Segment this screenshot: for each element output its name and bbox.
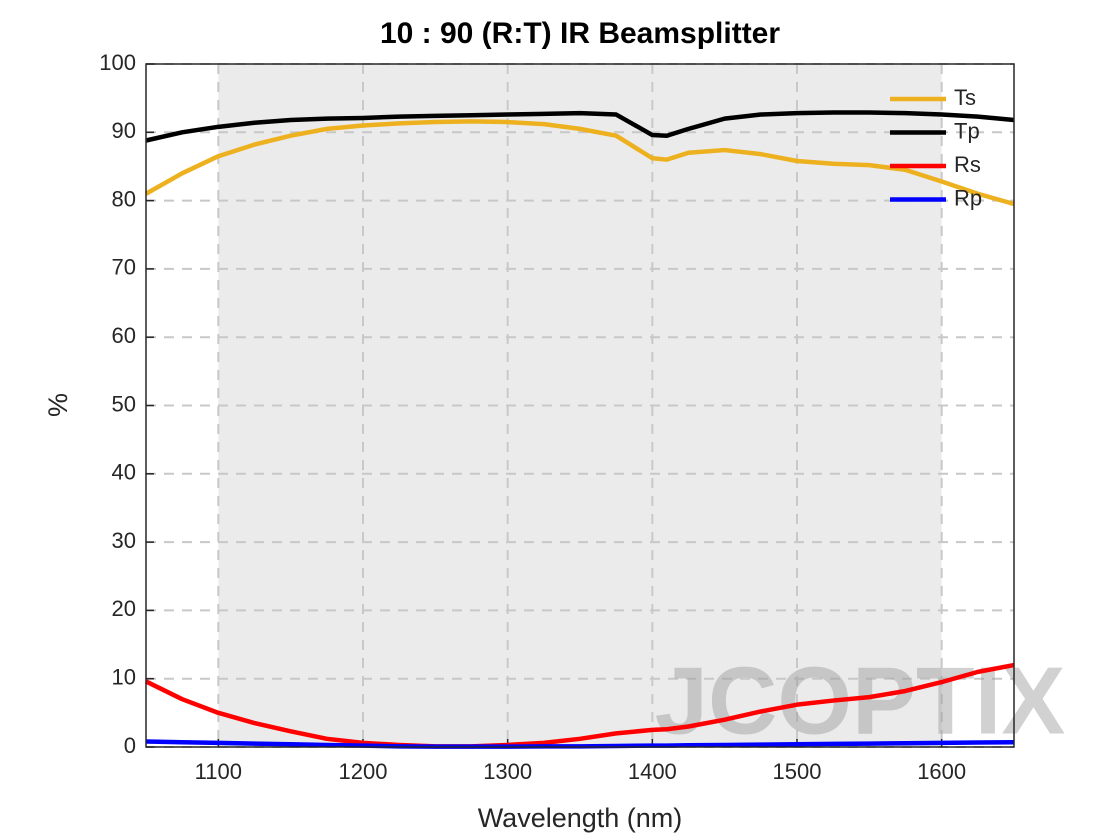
y-tick-label: 30 bbox=[112, 528, 136, 553]
x-tick-label: 1200 bbox=[339, 759, 388, 784]
series-line bbox=[144, 119, 1015, 207]
series-line bbox=[145, 739, 1015, 749]
y-tick-label: 10 bbox=[112, 665, 136, 690]
legend-label: Rs bbox=[954, 152, 981, 177]
y-tick-label: 100 bbox=[99, 50, 136, 75]
y-tick-label: 0 bbox=[124, 733, 136, 758]
series-line bbox=[145, 110, 1015, 143]
y-tick-label: 60 bbox=[112, 323, 136, 348]
y-tick-label: 20 bbox=[112, 596, 136, 621]
y-tick-label: 70 bbox=[112, 255, 136, 280]
y-tick-label: 50 bbox=[112, 391, 136, 416]
x-axis-label: Wavelength (nm) bbox=[478, 803, 683, 833]
legend-label: Rp bbox=[954, 185, 982, 210]
x-tick-label: 1100 bbox=[195, 759, 242, 784]
series-line bbox=[145, 662, 1015, 749]
x-tick-label: 1400 bbox=[628, 759, 677, 784]
chart-title: 10 : 90 (R:T) IR Beamsplitter bbox=[380, 17, 780, 50]
y-tick-label: 80 bbox=[112, 186, 136, 211]
plot-frame bbox=[145, 63, 1015, 748]
x-tick-label: 1300 bbox=[483, 759, 532, 784]
x-tick-label: 1500 bbox=[773, 759, 822, 784]
legend-label: Ts bbox=[954, 85, 976, 110]
y-tick-label: 40 bbox=[112, 460, 136, 485]
legend-label: Tp bbox=[954, 118, 980, 143]
watermark: JCOPTIX bbox=[655, 647, 1066, 754]
y-tick-label: 90 bbox=[112, 118, 136, 143]
y-axis-label: % bbox=[43, 393, 73, 417]
x-tick-label: 1600 bbox=[917, 759, 966, 784]
